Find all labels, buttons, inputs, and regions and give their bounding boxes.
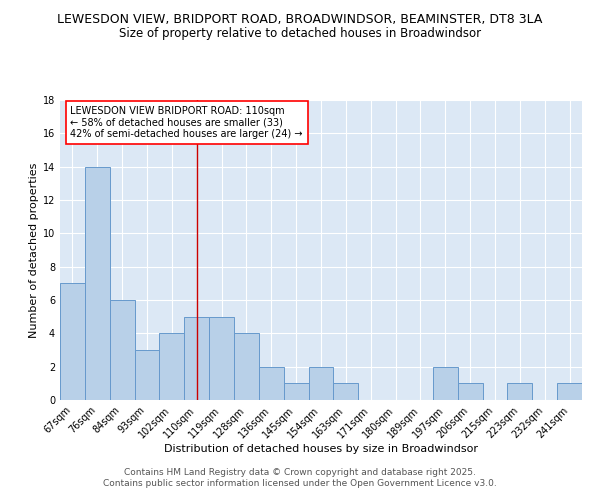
Text: LEWESDON VIEW BRIDPORT ROAD: 110sqm
← 58% of detached houses are smaller (33)
42: LEWESDON VIEW BRIDPORT ROAD: 110sqm ← 58… [70,106,303,139]
Bar [209,316,234,400]
Bar [110,300,134,400]
Bar [433,366,458,400]
Bar [85,166,110,400]
Bar [557,384,582,400]
Bar [184,316,209,400]
Bar [259,366,284,400]
Text: Size of property relative to detached houses in Broadwindsor: Size of property relative to detached ho… [119,28,481,40]
Bar [334,384,358,400]
Text: Contains HM Land Registry data © Crown copyright and database right 2025.
Contai: Contains HM Land Registry data © Crown c… [103,468,497,487]
Y-axis label: Number of detached properties: Number of detached properties [29,162,38,338]
X-axis label: Distribution of detached houses by size in Broadwindsor: Distribution of detached houses by size … [164,444,478,454]
Text: LEWESDON VIEW, BRIDPORT ROAD, BROADWINDSOR, BEAMINSTER, DT8 3LA: LEWESDON VIEW, BRIDPORT ROAD, BROADWINDS… [58,12,542,26]
Bar [508,384,532,400]
Bar [60,284,85,400]
Bar [134,350,160,400]
Bar [160,334,184,400]
Bar [234,334,259,400]
Bar [458,384,482,400]
Bar [284,384,308,400]
Bar [308,366,334,400]
